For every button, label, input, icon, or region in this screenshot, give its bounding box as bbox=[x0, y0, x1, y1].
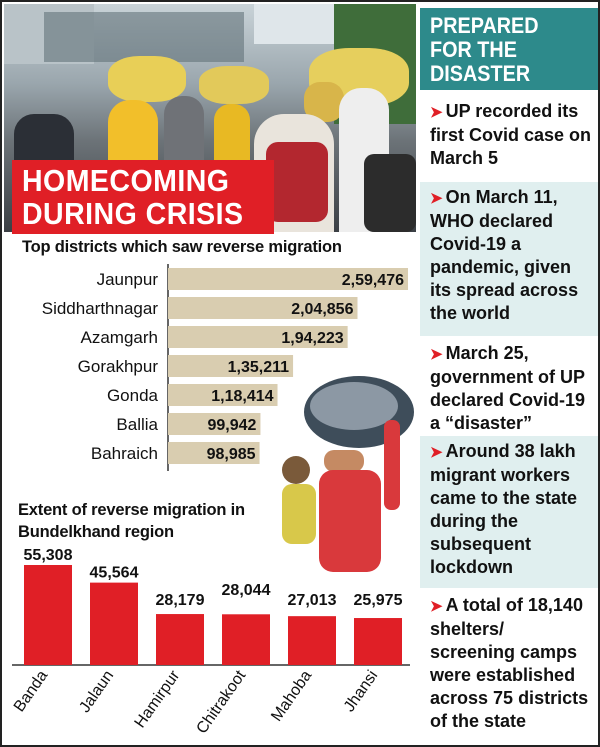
sidebar-header: PREPARED FOR THE DISASTER bbox=[420, 8, 598, 90]
vbar-bar bbox=[24, 565, 72, 665]
hbar-value-label: 99,942 bbox=[208, 417, 257, 434]
fact-text: A total of 18,140 shelters/ screening ca… bbox=[430, 595, 589, 731]
hbar-category-label: Ballia bbox=[116, 415, 158, 434]
hbar-bar bbox=[168, 297, 358, 319]
vbar-bar bbox=[156, 614, 204, 665]
hbar-value-label: 1,94,223 bbox=[281, 330, 343, 347]
sidebar-title-line-1: PREPARED bbox=[430, 13, 539, 38]
vbar-value-label: 27,013 bbox=[288, 592, 337, 609]
hbar-value-label: 98,985 bbox=[207, 446, 256, 463]
fact-text: Around 38 lakh migrant workers came to t… bbox=[430, 441, 578, 577]
vbar-category-label: Chitrakoot bbox=[194, 667, 250, 737]
vbar-bar bbox=[354, 618, 402, 665]
fact-item: ➤ UP recorded its first Covid case on Mar… bbox=[420, 96, 598, 178]
vbar-bar bbox=[222, 614, 270, 665]
hbar-value-label: 1,18,414 bbox=[211, 388, 273, 405]
fact-item: ➤ Around 38 lakh migrant workers came to … bbox=[420, 436, 598, 588]
porter-photo bbox=[282, 376, 414, 572]
hbar-bar bbox=[168, 442, 260, 464]
sidebar-title-line-3: DISASTER bbox=[430, 61, 531, 86]
vbar-bar bbox=[90, 582, 138, 665]
vbar-value-label: 55,308 bbox=[24, 547, 73, 564]
hbar-category-label: Gonda bbox=[107, 386, 159, 405]
headline-box: HOMECOMING DURING CRISIS bbox=[12, 160, 274, 234]
hbar-chart-title: Top districts which saw reverse migratio… bbox=[22, 238, 342, 256]
arrow-right-icon: ➤ bbox=[430, 190, 443, 207]
arrow-right-icon: ➤ bbox=[430, 104, 443, 121]
hbar-bar bbox=[168, 355, 294, 377]
fact-item: ➤ March 25, government of UP declared Cov… bbox=[420, 338, 598, 434]
vbar-bar bbox=[288, 616, 336, 665]
fact-text: On March 11, WHO declared Covid-19 a pan… bbox=[430, 187, 579, 323]
sidebar-title-line-2: FOR THE bbox=[430, 37, 517, 62]
hbar-bar bbox=[168, 384, 278, 406]
vbar-value-label: 28,044 bbox=[222, 582, 271, 599]
vbar-chart-title: Extent of reverse migration in Bundelkha… bbox=[18, 501, 245, 541]
fact-item: ➤ A total of 18,140 shelters/ screening c… bbox=[420, 590, 598, 744]
arrow-right-icon: ➤ bbox=[430, 444, 443, 461]
hbar-category-label: Azamgarh bbox=[81, 328, 158, 347]
vbar-category-label: Jalaun bbox=[76, 668, 117, 716]
vbar-value-label: 25,975 bbox=[354, 592, 403, 609]
vbar-value-label: 45,564 bbox=[90, 565, 139, 582]
hbar-chart: Jaunpur 2,59,476 Siddharthnagar 2,04,856 Aza… bbox=[42, 264, 408, 471]
vbar-category-label: Jhansi bbox=[341, 668, 381, 716]
headline-line-2: DURING CRISIS bbox=[22, 196, 244, 231]
sidebar: PREPARED FOR THE DISASTER ➤ UP recorded i… bbox=[420, 4, 598, 744]
vbar-value-label: 28,179 bbox=[156, 592, 205, 609]
hbar-category-label: Jaunpur bbox=[97, 270, 159, 289]
fact-text: UP recorded its first Covid case on Marc… bbox=[430, 101, 592, 168]
hbar-bar bbox=[168, 268, 408, 290]
vbar-category-label: Hamirpur bbox=[132, 667, 184, 731]
hbar-bar bbox=[168, 326, 348, 348]
hbar-category-label: Gorakhpur bbox=[78, 357, 159, 376]
hbar-value-label: 2,04,856 bbox=[291, 301, 353, 318]
vbar-category-label: Banda bbox=[11, 667, 52, 715]
hbar-value-label: 2,59,476 bbox=[342, 272, 404, 289]
arrow-right-icon: ➤ bbox=[430, 346, 443, 363]
hbar-value-label: 1,35,211 bbox=[228, 359, 290, 376]
arrow-right-icon: ➤ bbox=[430, 598, 443, 615]
headline-line-1: HOMECOMING bbox=[22, 163, 230, 198]
vbar-category-label: Mahoba bbox=[268, 667, 315, 724]
fact-text: March 25, government of UP declared Covi… bbox=[430, 343, 586, 433]
vbar-chart: 55,308 Banda 45,564 Jalaun 28,179 Hamirpur 28,… bbox=[11, 547, 410, 737]
hbar-category-label: Bahraich bbox=[91, 444, 158, 463]
fact-item: ➤ On March 11, WHO declared Covid-19 a pa… bbox=[420, 182, 598, 336]
hbar-bar bbox=[168, 413, 261, 435]
hbar-category-label: Siddharthnagar bbox=[42, 299, 159, 318]
